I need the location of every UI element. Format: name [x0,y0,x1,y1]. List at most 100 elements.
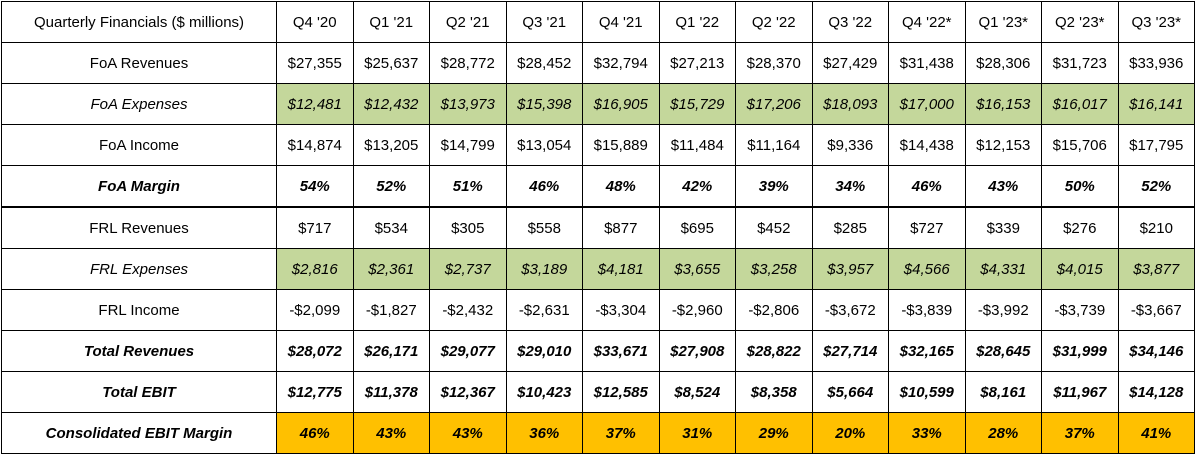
table-cell: 36% [505,412,583,454]
table-cell: $8,358 [735,371,813,413]
table-cell: $3,258 [735,248,813,290]
table-row-total-revenues: Total Revenues $28,072 $26,171 $29,077 $29,0… [1,330,1195,372]
table-row-consolidated-ebit-margin: Consolidated EBIT Margin 46% 43% 43% 36% 37% 3… [1,412,1195,454]
table-cell: $27,714 [811,330,889,372]
table-cell: $13,973 [429,83,507,125]
table-cell: 37% [1041,412,1119,454]
table-cell: 39% [735,165,813,208]
table-cell: 52% [352,165,430,208]
quarter-header: Q3 '23* [1117,1,1195,43]
table-cell: $2,361 [352,248,430,290]
table-cell: $14,438 [888,124,966,166]
table-row-total-ebit: Total EBIT $12,775 $11,378 $12,367 $10,423 $1… [1,371,1195,413]
table-cell: $11,967 [1041,371,1119,413]
table-cell: $339 [964,206,1042,249]
quarter-header: Q2 '22 [735,1,813,43]
quarter-header: Q4 '21 [582,1,660,43]
table-cell: $14,128 [1117,371,1195,413]
quarter-header: Q3 '21 [505,1,583,43]
table-cell: $31,438 [888,42,966,84]
table-row-frl-revenues: FRL Revenues $717 $534 $305 $558 $877 $695 $452… [1,206,1195,249]
table-row-frl-expenses: FRL Expenses $2,816 $2,361 $2,737 $3,189 $4,1… [1,248,1195,290]
table-cell: $12,481 [276,83,354,125]
table-cell: -$1,827 [352,289,430,331]
table-cell: $2,737 [429,248,507,290]
table-cell: 46% [276,412,354,454]
table-cell: -$3,739 [1041,289,1119,331]
table-cell: $285 [811,206,889,249]
table-cell: 28% [964,412,1042,454]
table-cell: 41% [1117,412,1195,454]
table-cell: $34,146 [1117,330,1195,372]
table-cell: $28,452 [505,42,583,84]
table-cell: $4,181 [582,248,660,290]
table-cell: $10,423 [505,371,583,413]
table-cell: $25,637 [352,42,430,84]
table-cell: $32,165 [888,330,966,372]
row-label: FoA Income [1,124,277,166]
table-cell: $15,889 [582,124,660,166]
table-cell: $31,723 [1041,42,1119,84]
table-cell: $28,072 [276,330,354,372]
table-cell: $16,141 [1117,83,1195,125]
table-cell: $17,795 [1117,124,1195,166]
table-cell: 50% [1041,165,1119,208]
table-cell: 46% [505,165,583,208]
table-cell: -$3,672 [811,289,889,331]
table-cell: -$2,960 [658,289,736,331]
table-cell: $15,729 [658,83,736,125]
table-cell: $17,206 [735,83,813,125]
quarter-header: Q4 '20 [276,1,354,43]
table-cell: $3,655 [658,248,736,290]
header-row: Quarterly Financials ($ millions) Q4 '20… [1,1,1195,43]
table-cell: 43% [352,412,430,454]
row-label: FRL Expenses [1,248,277,290]
table-cell: $11,164 [735,124,813,166]
table-cell: -$2,806 [735,289,813,331]
table-cell: $12,367 [429,371,507,413]
table-cell: $276 [1041,206,1119,249]
table-cell: $28,370 [735,42,813,84]
table-cell: $13,205 [352,124,430,166]
row-label: FRL Income [1,289,277,331]
table-cell: $28,306 [964,42,1042,84]
table-cell: 48% [582,165,660,208]
table-cell: $2,816 [276,248,354,290]
table-cell: $11,484 [658,124,736,166]
table-cell: $15,706 [1041,124,1119,166]
table-cell: $27,355 [276,42,354,84]
table-cell: $8,524 [658,371,736,413]
table-cell: 37% [582,412,660,454]
quarter-header: Q1 '23* [964,1,1042,43]
table-cell: $10,599 [888,371,966,413]
row-label: FoA Revenues [1,42,277,84]
quarter-header: Q4 '22* [888,1,966,43]
quarter-header: Q1 '21 [352,1,430,43]
table-cell: 43% [429,412,507,454]
table-cell: $695 [658,206,736,249]
table-cell: $31,999 [1041,330,1119,372]
table-cell: $11,378 [352,371,430,413]
row-label: FoA Margin [1,165,277,208]
table-cell: $27,429 [811,42,889,84]
table-cell: -$2,432 [429,289,507,331]
table-row-foa-margin: FoA Margin 54% 52% 51% 46% 48% 42% 39% 34% 46% 43%… [1,165,1195,208]
table-cell: $28,645 [964,330,1042,372]
table-cell: $16,017 [1041,83,1119,125]
table-cell: 46% [888,165,966,208]
table-cell: $452 [735,206,813,249]
table-cell: 20% [811,412,889,454]
table-cell: $4,331 [964,248,1042,290]
table-cell: $12,585 [582,371,660,413]
table-cell: $14,874 [276,124,354,166]
row-label: FoA Expenses [1,83,277,125]
table-cell: $16,905 [582,83,660,125]
table-body: FoA Revenues $27,355 $25,637 $28,772 $28,452… [1,42,1195,454]
table-cell: -$2,099 [276,289,354,331]
table-cell: $15,398 [505,83,583,125]
table-cell: 31% [658,412,736,454]
table-cell: $727 [888,206,966,249]
table-row-foa-income: FoA Income $14,874 $13,205 $14,799 $13,054 $1… [1,124,1195,166]
table-cell: $33,671 [582,330,660,372]
table-cell: 51% [429,165,507,208]
